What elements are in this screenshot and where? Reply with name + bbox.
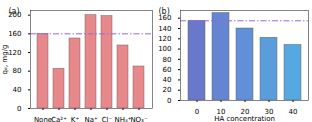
svg-text:(b): (b) xyxy=(159,7,170,16)
svg-text:20: 20 xyxy=(163,86,172,94)
svg-text:NO₃⁻: NO₃⁻ xyxy=(130,116,148,122)
svg-text:100: 100 xyxy=(158,45,171,53)
svg-text:0: 0 xyxy=(195,108,199,116)
svg-text:60: 60 xyxy=(163,66,172,74)
svg-text:0: 0 xyxy=(167,97,171,105)
svg-text:160: 160 xyxy=(8,30,21,38)
svg-text:(a): (a) xyxy=(9,7,20,16)
svg-text:40: 40 xyxy=(289,108,298,116)
svg-text:Na⁺: Na⁺ xyxy=(84,116,98,122)
svg-text:30: 30 xyxy=(264,108,274,117)
svg-text:10: 10 xyxy=(216,108,226,117)
svg-text:Ca²⁺: Ca²⁺ xyxy=(51,116,67,122)
svg-text:140: 140 xyxy=(158,25,171,33)
svg-text:NH₄⁺: NH₄⁺ xyxy=(114,116,131,122)
svg-text:Cl⁻: Cl⁻ xyxy=(102,116,113,122)
svg-text:80: 80 xyxy=(163,56,172,64)
svg-text:HA concentration: HA concentration xyxy=(214,115,275,122)
svg-text:160: 160 xyxy=(158,14,172,23)
svg-text:40: 40 xyxy=(163,76,172,84)
svg-text:120: 120 xyxy=(158,35,171,43)
svg-text:120: 120 xyxy=(8,49,21,57)
svg-text:40: 40 xyxy=(13,86,22,94)
svg-text:qₑ, mg/g: qₑ, mg/g xyxy=(1,45,9,75)
svg-text:K⁺: K⁺ xyxy=(71,116,80,122)
svg-text:0: 0 xyxy=(17,105,21,113)
svg-text:None: None xyxy=(34,116,52,122)
svg-text:20: 20 xyxy=(240,108,250,117)
svg-text:80: 80 xyxy=(13,67,22,75)
